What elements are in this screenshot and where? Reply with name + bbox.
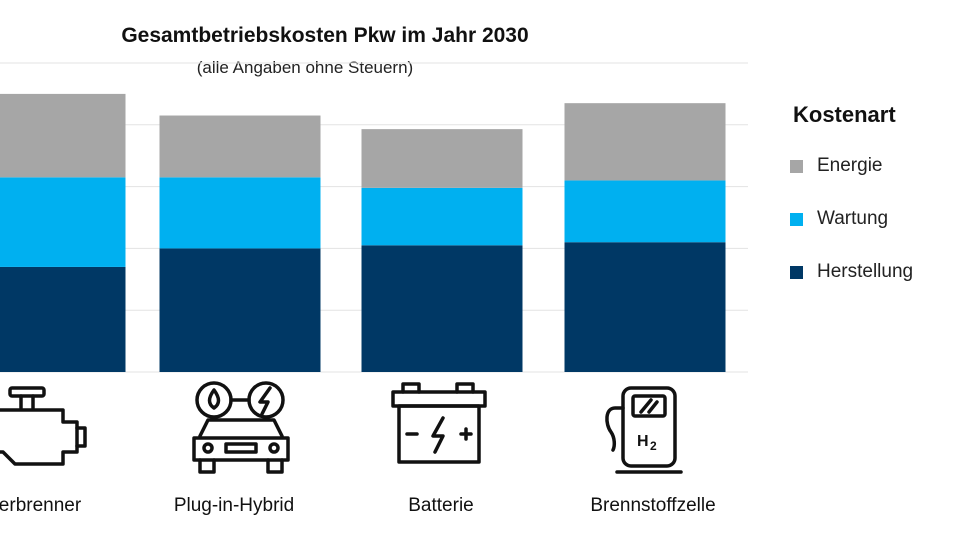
- bar-batterie-herstellung: [361, 245, 523, 372]
- bar-brennstoffzelle-energie: [564, 103, 726, 181]
- stacked-bar-chart: [0, 62, 748, 373]
- bar-batterie-energie: [361, 129, 523, 188]
- bar-plug-in-hybrid-wartung: [159, 177, 321, 249]
- category-label-plug-in-hybrid: Plug-in-Hybrid: [173, 495, 295, 516]
- legend-swatch-energie: [790, 159, 803, 173]
- legend-item-energie: Energie: [790, 154, 883, 178]
- bar-brennstoffzelle-herstellung: [564, 242, 726, 372]
- legend-item-herstellung: Herstellung: [790, 260, 913, 284]
- bar-verbrenner-wartung: [0, 177, 126, 267]
- legend-item-wartung: Wartung: [790, 207, 888, 231]
- legend-label-wartung: Wartung: [817, 208, 889, 229]
- hybrid-car-icon: [192, 381, 290, 474]
- legend-label-herstellung: Herstellung: [817, 261, 914, 282]
- car-battery-icon: [391, 382, 487, 464]
- category-label-verbrenner: erbrenner: [0, 495, 82, 516]
- bar-brennstoffzelle-wartung: [564, 180, 726, 243]
- bar-verbrenner-herstellung: [0, 266, 126, 372]
- bar-plug-in-hybrid-herstellung: [159, 248, 321, 372]
- engine-icon: [0, 386, 87, 466]
- chart-title: Gesamtbetriebskosten Pkw im Jahr 2030: [121, 24, 529, 47]
- bar-batterie-wartung: [361, 187, 523, 246]
- legend-swatch-wartung: [790, 212, 803, 226]
- hydrogen-pump-icon: H 2: [605, 386, 683, 474]
- svg-text:2: 2: [650, 439, 657, 453]
- legend-title: Kostenart: [793, 102, 896, 127]
- category-label-batterie: Batterie: [408, 495, 474, 516]
- svg-text:H: H: [637, 433, 649, 450]
- bar-plug-in-hybrid-energie: [159, 115, 321, 178]
- legend-swatch-herstellung: [790, 265, 803, 279]
- legend-label-energie: Energie: [817, 155, 883, 176]
- category-label-brennstoffzelle: Brennstoffzelle: [590, 495, 716, 516]
- bar-verbrenner-energie: [0, 93, 126, 178]
